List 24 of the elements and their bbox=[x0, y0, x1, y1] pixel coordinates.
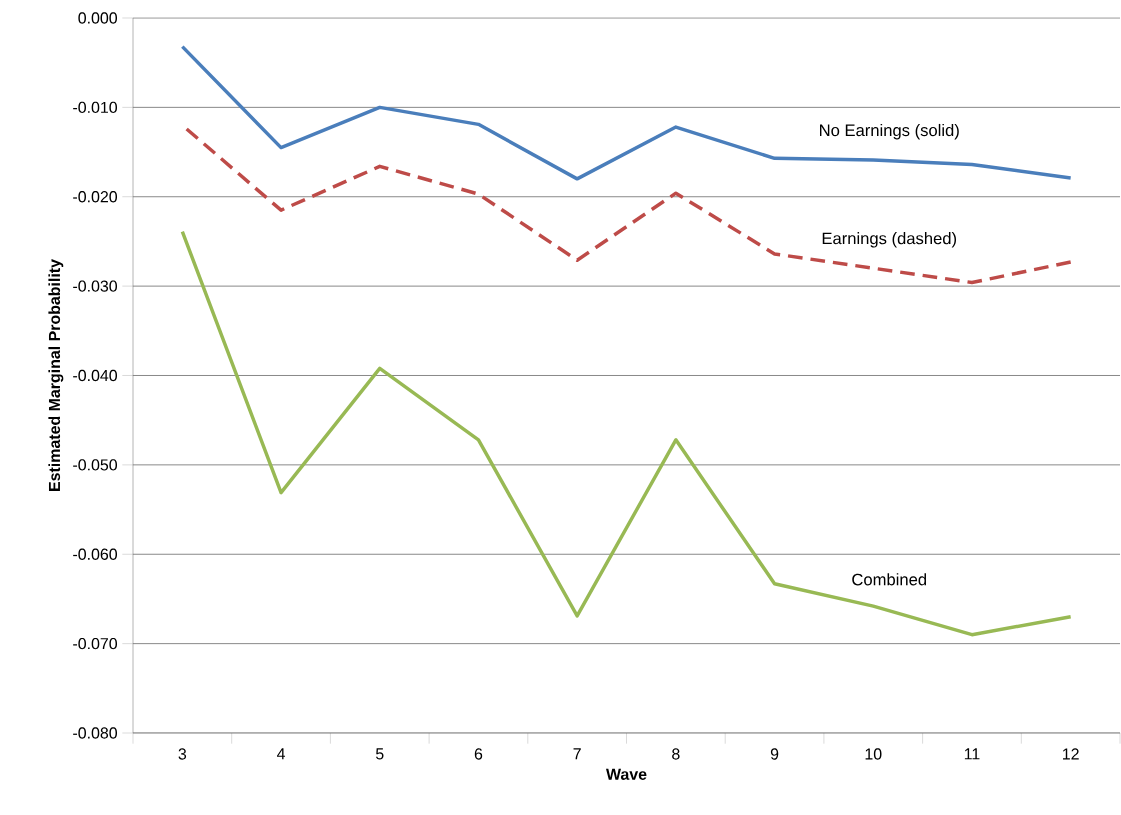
y-tick-label: -0.070 bbox=[73, 637, 118, 650]
series-label: Combined bbox=[852, 573, 927, 586]
x-tick-label: 8 bbox=[672, 748, 680, 760]
series-label: Earnings (dashed) bbox=[822, 232, 957, 248]
y-tick-label: -0.080 bbox=[73, 727, 118, 739]
x-tick-label: 5 bbox=[375, 748, 384, 760]
x-axis-title: Wave bbox=[606, 768, 647, 780]
x-tick-label: 4 bbox=[276, 748, 286, 760]
x-tick-label: 11 bbox=[964, 748, 980, 760]
x-tick-label: 9 bbox=[770, 748, 779, 760]
x-tick-label: 10 bbox=[865, 748, 882, 760]
y-tick-label: -0.060 bbox=[73, 548, 118, 560]
y-tick-label: -0.040 bbox=[73, 369, 118, 382]
series-label: No Earnings (solid) bbox=[820, 123, 959, 140]
y-tick-label: 0.000 bbox=[78, 12, 118, 24]
y-tick-label: -0.010 bbox=[73, 101, 118, 113]
y-axis-title: Estimated Marginal Probability bbox=[48, 259, 64, 491]
y-tick-label: -0.030 bbox=[73, 280, 118, 292]
x-tick-label: 12 bbox=[1063, 748, 1079, 760]
x-tick-label: 3 bbox=[178, 748, 187, 760]
y-tick-label: -0.020 bbox=[73, 191, 118, 203]
x-tick-label: 7 bbox=[573, 748, 581, 760]
y-tick-label: -0.050 bbox=[73, 459, 118, 471]
x-tick-label: 6 bbox=[474, 748, 483, 760]
